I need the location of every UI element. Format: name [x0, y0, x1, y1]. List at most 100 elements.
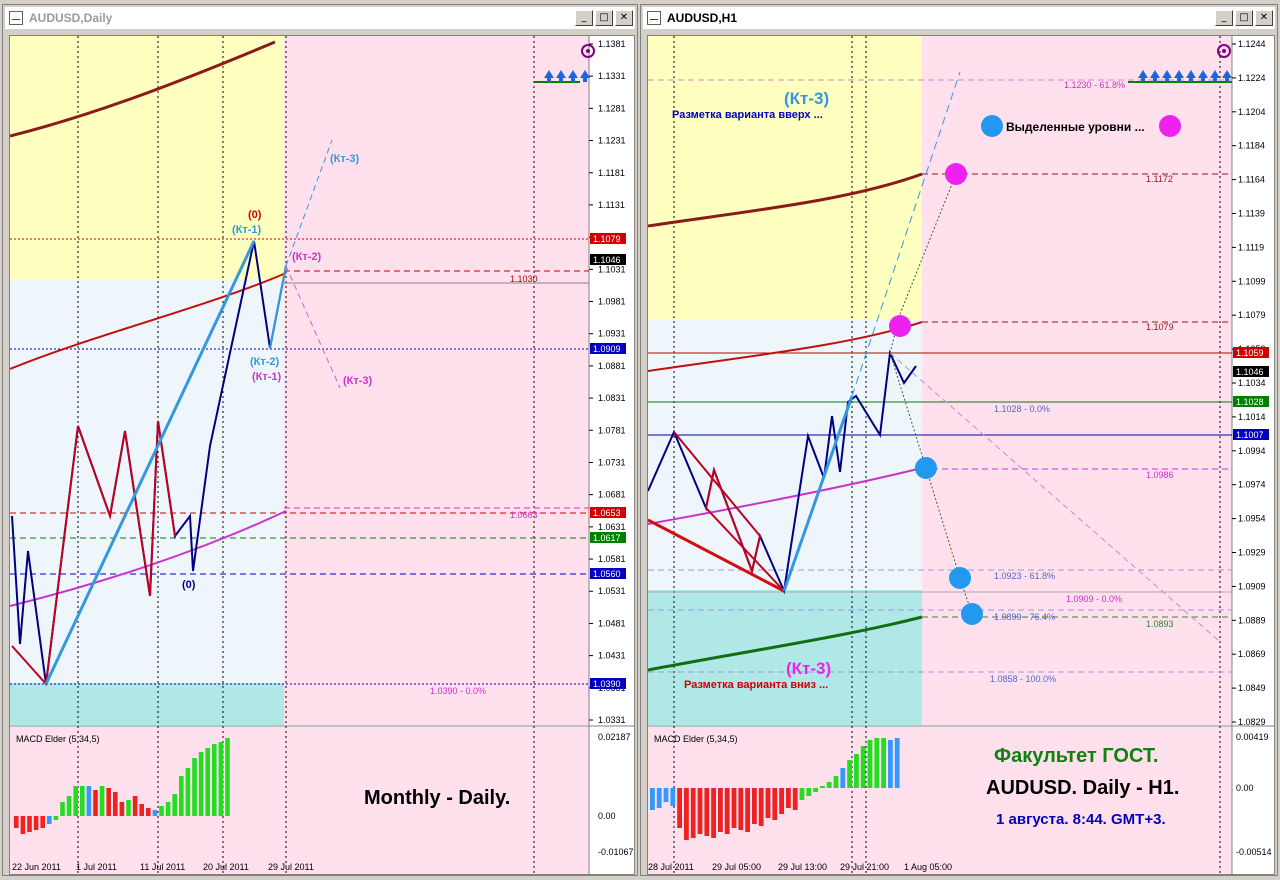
- price-axis-label: 1.0929: [1238, 548, 1266, 558]
- price-axis-label: 1.1034: [1238, 378, 1266, 388]
- highlight-text: Выделенные уровни ...: [1006, 120, 1145, 134]
- chart-window-icon: [9, 11, 23, 25]
- svg-text:1.0390: 1.0390: [593, 679, 621, 689]
- price-tag: 1.0909: [590, 343, 626, 354]
- price-axis-label: 1.1119: [1238, 242, 1264, 252]
- price-axis-label: 1.0974: [1238, 480, 1266, 490]
- price-tag: 1.1059: [1233, 347, 1269, 358]
- time-label: 1 Jul 2011: [76, 862, 117, 872]
- chart-window-daily[interactable]: AUDUSD,Daily _ □ ✕: [2, 4, 638, 876]
- close-button[interactable]: ✕: [615, 10, 633, 26]
- minimize-button[interactable]: _: [575, 10, 593, 26]
- indicator-scale: 0.02187: [598, 732, 631, 742]
- close-icon: ✕: [1259, 12, 1269, 23]
- price-axis-label: 1.0909: [1238, 581, 1266, 591]
- price-axis-label: 1.0431: [598, 651, 626, 661]
- price-tag: 1.1046: [1233, 366, 1269, 377]
- price-tag: 1.0560: [590, 568, 626, 579]
- chart-window-h1[interactable]: AUDUSD,H1 _ □ ✕: [640, 4, 1278, 876]
- macd-bar: [779, 788, 784, 814]
- macd-bar: [20, 816, 26, 834]
- level-label: 1.1079: [1146, 322, 1174, 332]
- macd-bar: [119, 802, 125, 816]
- macd-bar: [867, 740, 873, 788]
- price-tag: 1.0390: [590, 678, 626, 689]
- price-axis-label: 1.0931: [598, 329, 626, 339]
- macd-bar: [99, 786, 105, 816]
- macd-bar: [159, 806, 164, 816]
- price-axis-label: 1.1231: [598, 136, 626, 146]
- price-axis-label: 1.0849: [1238, 683, 1266, 693]
- time-label: 11 Jul 2011: [140, 862, 185, 872]
- macd-bar: [711, 788, 716, 838]
- macd-bar: [799, 788, 805, 800]
- window-title: AUDUSD,Daily: [29, 11, 113, 25]
- level-label: 1.0663: [510, 510, 538, 520]
- macd-bar: [14, 816, 19, 828]
- price-axis-label: 1.0869: [1238, 649, 1266, 659]
- macd-bar: [146, 808, 151, 816]
- svg-text:1.1046: 1.1046: [1236, 367, 1264, 377]
- svg-text:1.0617: 1.0617: [593, 533, 621, 543]
- macd-bar: [670, 788, 676, 806]
- indicator-scale: 0.00419: [1236, 732, 1269, 742]
- macd-bar: [888, 740, 893, 788]
- macd-bar: [27, 816, 32, 832]
- down-wave-label: (Кт-3): [786, 659, 831, 678]
- wave-label: (Кт-2): [292, 251, 322, 263]
- macd-bar: [113, 792, 118, 816]
- level-label: 1.1028 - 0.0%: [994, 404, 1050, 414]
- level-label: 1.0858 - 100.0%: [990, 674, 1056, 684]
- wave-label: (Кт-2): [250, 356, 280, 368]
- macd-bar: [690, 788, 696, 838]
- price-axis-label: 1.1281: [598, 103, 626, 113]
- macd-bar: [684, 788, 689, 840]
- macd-bar: [731, 788, 737, 828]
- up-arrows-icon: [1138, 70, 1232, 82]
- macd-bar: [198, 752, 204, 816]
- price-axis-label: 1.1164: [1238, 175, 1265, 185]
- indicator-scale: -0.01067: [598, 847, 634, 857]
- chart-area[interactable]: (Кт-3) Разметка варианта вверх ... Выдел…: [647, 35, 1275, 875]
- macd-bar: [833, 776, 839, 788]
- time-label: 29 Jul 05:00: [712, 862, 761, 872]
- minimize-button[interactable]: _: [1215, 10, 1233, 26]
- macd-bar: [172, 794, 177, 816]
- chart-area[interactable]: (0) (Кт-1) (Кт-2) (Кт-3) (Кт-2) (Кт-1) (…: [9, 35, 635, 875]
- price-tag: 1.1046: [590, 254, 626, 265]
- macd-bar: [820, 786, 825, 788]
- maximize-button[interactable]: □: [1235, 10, 1253, 26]
- macd-bar: [80, 786, 85, 816]
- chart-window-icon: [647, 11, 661, 25]
- level-marker: [889, 115, 1181, 625]
- macd-bar: [179, 776, 184, 816]
- macd-bar: [40, 816, 45, 828]
- level-label: 1.0390 - 0.0%: [430, 686, 486, 696]
- macd-bar: [185, 768, 191, 816]
- indicator-scale: -0.00514: [1236, 847, 1272, 857]
- window-title: AUDUSD,H1: [667, 11, 738, 25]
- indicator-name: MACD Elder (5,34,5): [654, 734, 738, 744]
- level-label: 1.1172: [1146, 174, 1173, 184]
- down-variant-text: Разметка варианта вниз ...: [684, 679, 828, 691]
- title-bar[interactable]: AUDUSD,Daily _ □ ✕: [5, 7, 635, 29]
- chart-caption: Monthly - Daily.: [364, 787, 510, 809]
- price-axis-label: 1.0994: [1238, 446, 1266, 456]
- caption-line3: 1 августа. 8:44. GMT+3.: [996, 811, 1166, 828]
- macd-bar: [826, 782, 832, 788]
- macd-bar: [813, 788, 818, 792]
- svg-text:1.0653: 1.0653: [593, 508, 621, 518]
- macd-bar: [73, 786, 78, 816]
- level-label: 1.0899 - 76.4%: [994, 612, 1055, 622]
- macd-bar: [650, 788, 655, 810]
- svg-text:1.0909: 1.0909: [593, 344, 621, 354]
- macd-bar: [718, 788, 723, 832]
- title-bar[interactable]: AUDUSD,H1 _ □ ✕: [643, 7, 1275, 29]
- maximize-button[interactable]: □: [595, 10, 613, 26]
- target-icon: [1217, 44, 1231, 58]
- price-axis-label: 1.0681: [598, 490, 626, 500]
- macd-bar: [139, 804, 144, 816]
- price-axis-label: 1.0531: [598, 586, 626, 596]
- price-axis-label: 1.1014: [1238, 412, 1266, 422]
- close-button[interactable]: ✕: [1255, 10, 1273, 26]
